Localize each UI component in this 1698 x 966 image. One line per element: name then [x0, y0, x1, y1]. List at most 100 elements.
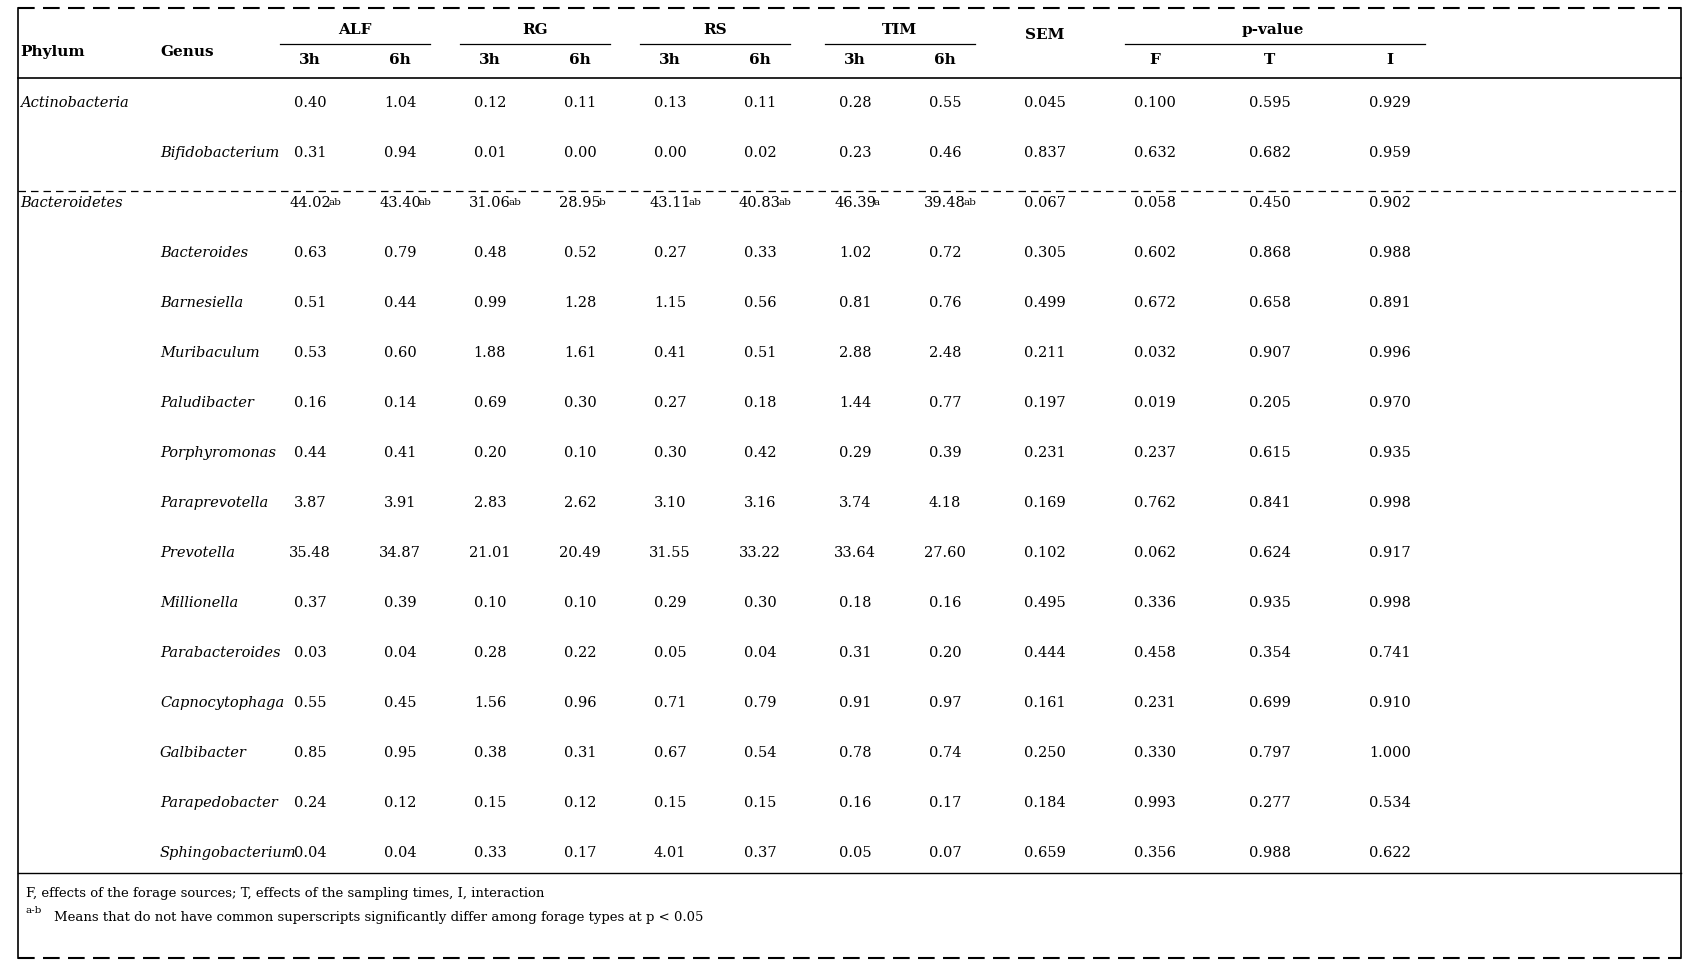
Text: 0.54: 0.54: [744, 746, 776, 760]
Text: 0.336: 0.336: [1133, 596, 1175, 610]
Text: 0.31: 0.31: [839, 646, 871, 660]
Text: 0.354: 0.354: [1248, 646, 1290, 660]
Text: Paraprevotella: Paraprevotella: [160, 496, 268, 510]
Text: 0.891: 0.891: [1369, 296, 1409, 310]
Text: 0.31: 0.31: [294, 146, 326, 160]
Text: 3.87: 3.87: [294, 496, 326, 510]
Text: 6h: 6h: [749, 53, 771, 67]
Text: 0.12: 0.12: [474, 96, 506, 110]
Text: 6h: 6h: [934, 53, 956, 67]
Text: 0.30: 0.30: [564, 396, 596, 410]
Text: 0.998: 0.998: [1369, 496, 1409, 510]
Text: 0.699: 0.699: [1248, 696, 1290, 710]
Text: 0.019: 0.019: [1134, 396, 1175, 410]
Text: 0.15: 0.15: [744, 796, 776, 810]
Text: 0.10: 0.10: [564, 596, 596, 610]
Text: Bacteroidetes: Bacteroidetes: [20, 196, 122, 210]
Text: 0.22: 0.22: [564, 646, 596, 660]
Text: 1.04: 1.04: [384, 96, 416, 110]
Text: 1.28: 1.28: [564, 296, 596, 310]
Text: 43.40: 43.40: [379, 196, 421, 210]
Text: Capnocytophaga: Capnocytophaga: [160, 696, 284, 710]
Text: 0.045: 0.045: [1024, 96, 1065, 110]
Text: 0.868: 0.868: [1248, 246, 1290, 260]
Text: Sphingobacterium: Sphingobacterium: [160, 846, 297, 860]
Text: 0.837: 0.837: [1024, 146, 1065, 160]
Text: 0.988: 0.988: [1369, 246, 1409, 260]
Text: 0.197: 0.197: [1024, 396, 1065, 410]
Text: b: b: [598, 198, 604, 207]
Text: 0.39: 0.39: [384, 596, 416, 610]
Text: 1.88: 1.88: [474, 346, 506, 360]
Text: 1.15: 1.15: [654, 296, 686, 310]
Text: 0.24: 0.24: [294, 796, 326, 810]
Text: ALF: ALF: [338, 23, 372, 37]
Text: 0.450: 0.450: [1248, 196, 1290, 210]
Text: 4.18: 4.18: [929, 496, 961, 510]
Text: RG: RG: [521, 23, 547, 37]
Text: 0.10: 0.10: [564, 446, 596, 460]
Text: 0.39: 0.39: [929, 446, 961, 460]
Text: Parabacteroides: Parabacteroides: [160, 646, 280, 660]
Text: 0.15: 0.15: [654, 796, 686, 810]
Text: 0.902: 0.902: [1369, 196, 1409, 210]
Text: 0.658: 0.658: [1248, 296, 1290, 310]
Text: 0.917: 0.917: [1369, 546, 1409, 560]
Text: 3h: 3h: [659, 53, 681, 67]
Text: 3.10: 3.10: [654, 496, 686, 510]
Text: 0.40: 0.40: [294, 96, 326, 110]
Text: 0.45: 0.45: [384, 696, 416, 710]
Text: 33.22: 33.22: [739, 546, 781, 560]
Text: 0.55: 0.55: [294, 696, 326, 710]
Text: 0.44: 0.44: [294, 446, 326, 460]
Text: T: T: [1263, 53, 1275, 67]
Text: 0.74: 0.74: [929, 746, 961, 760]
Text: 0.30: 0.30: [654, 446, 686, 460]
Text: 43.11: 43.11: [649, 196, 691, 210]
Text: Phylum: Phylum: [20, 45, 85, 59]
Text: 0.18: 0.18: [744, 396, 776, 410]
Text: p-value: p-value: [1241, 23, 1302, 37]
Text: 0.16: 0.16: [929, 596, 961, 610]
Text: 0.15: 0.15: [474, 796, 506, 810]
Text: 0.762: 0.762: [1133, 496, 1175, 510]
Text: 0.33: 0.33: [474, 846, 506, 860]
Text: 0.28: 0.28: [839, 96, 871, 110]
Text: Paludibacter: Paludibacter: [160, 396, 253, 410]
Text: 0.53: 0.53: [294, 346, 326, 360]
Text: 0.996: 0.996: [1369, 346, 1409, 360]
Text: ab: ab: [328, 198, 341, 207]
Text: 0.935: 0.935: [1248, 596, 1290, 610]
Text: 0.615: 0.615: [1248, 446, 1290, 460]
Text: 0.910: 0.910: [1369, 696, 1409, 710]
Text: 0.04: 0.04: [744, 646, 776, 660]
Text: 0.95: 0.95: [384, 746, 416, 760]
Text: 0.841: 0.841: [1248, 496, 1290, 510]
Text: 31.06: 31.06: [469, 196, 511, 210]
Text: 0.998: 0.998: [1369, 596, 1409, 610]
Text: Muribaculum: Muribaculum: [160, 346, 260, 360]
Text: 0.00: 0.00: [564, 146, 596, 160]
Text: 0.534: 0.534: [1369, 796, 1409, 810]
Text: 3h: 3h: [299, 53, 321, 67]
Text: F, effects of the forage sources; T, effects of the sampling times, I, interacti: F, effects of the forage sources; T, eff…: [25, 887, 543, 899]
Text: 0.205: 0.205: [1248, 396, 1290, 410]
Text: 0.330: 0.330: [1133, 746, 1175, 760]
Text: 46.39: 46.39: [834, 196, 876, 210]
Text: 0.622: 0.622: [1369, 846, 1409, 860]
Text: 0.96: 0.96: [564, 696, 596, 710]
Text: 0.672: 0.672: [1133, 296, 1175, 310]
Text: 0.10: 0.10: [474, 596, 506, 610]
Text: 0.067: 0.067: [1024, 196, 1065, 210]
Text: Bacteroides: Bacteroides: [160, 246, 248, 260]
Text: 0.78: 0.78: [839, 746, 871, 760]
Text: 0.16: 0.16: [839, 796, 871, 810]
Text: 6h: 6h: [569, 53, 591, 67]
Text: 1.61: 1.61: [564, 346, 596, 360]
Text: F: F: [1150, 53, 1160, 67]
Text: 35.48: 35.48: [289, 546, 331, 560]
Text: 2.83: 2.83: [474, 496, 506, 510]
Text: 0.41: 0.41: [654, 346, 686, 360]
Text: 2.88: 2.88: [839, 346, 871, 360]
Text: 0.03: 0.03: [294, 646, 326, 660]
